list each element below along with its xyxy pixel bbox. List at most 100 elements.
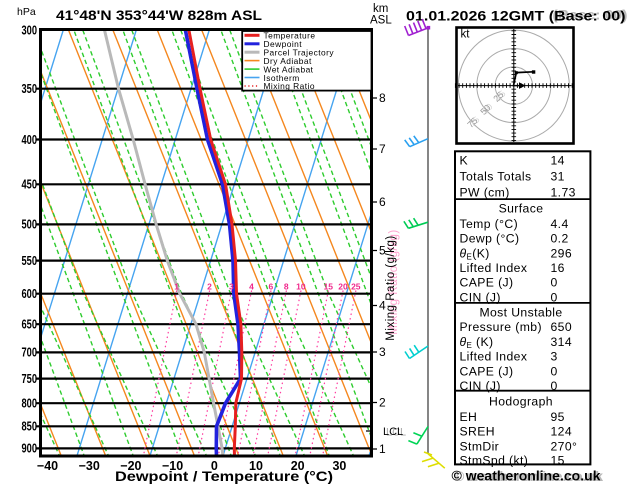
svg-text:15: 15: [324, 282, 334, 292]
svg-text:Mixing Ratio: Mixing Ratio: [264, 81, 315, 91]
svg-text:41°48'N 353°44'W 828m ASL: 41°48'N 353°44'W 828m ASL: [56, 7, 262, 23]
svg-text:3: 3: [379, 345, 386, 359]
svg-text:0.2: 0.2: [551, 232, 569, 246]
svg-text:5: 5: [379, 244, 386, 258]
svg-text:LCL: LCL: [383, 426, 403, 438]
svg-text:30: 30: [332, 459, 346, 473]
svg-text:20: 20: [338, 282, 348, 292]
svg-text:50: 50: [480, 102, 494, 116]
svg-text:θE (K): θE (K): [460, 335, 494, 350]
svg-text:Lifted Index: Lifted Index: [460, 350, 528, 364]
svg-text:6: 6: [269, 282, 274, 292]
svg-text:K: K: [460, 154, 469, 168]
svg-text:Totals Totals: Totals Totals: [460, 170, 532, 184]
svg-text:Wet Adiabat: Wet Adiabat: [264, 64, 314, 74]
svg-text:800: 800: [22, 397, 38, 411]
svg-text:750: 750: [22, 372, 38, 386]
svg-text:3: 3: [229, 282, 234, 292]
svg-text:Pressure (mb): Pressure (mb): [460, 320, 542, 334]
svg-text:350: 350: [22, 82, 38, 96]
svg-text:0: 0: [551, 364, 558, 378]
svg-text:650: 650: [22, 318, 38, 332]
svg-text:Most Unstable: Most Unstable: [479, 305, 562, 319]
svg-text:LCL: LCL: [386, 427, 406, 439]
svg-text:20: 20: [291, 459, 305, 473]
svg-text:Temp (°C): Temp (°C): [460, 217, 519, 231]
svg-text:PW (cm): PW (cm): [460, 185, 510, 199]
svg-text:Hodograph: Hodograph: [489, 395, 553, 409]
svg-text:4: 4: [379, 299, 386, 313]
svg-text:300: 300: [22, 23, 38, 37]
svg-text:Dewp (°C): Dewp (°C): [460, 232, 520, 246]
svg-text:75: 75: [467, 115, 481, 129]
svg-text:Dewpoint / Temperature (°C): Dewpoint / Temperature (°C): [115, 469, 333, 484]
svg-text:25: 25: [493, 89, 507, 103]
svg-text:500: 500: [22, 218, 38, 232]
svg-text:1: 1: [379, 442, 386, 456]
svg-text:StmDir: StmDir: [460, 439, 500, 453]
svg-text:CAPE (J): CAPE (J): [460, 276, 514, 290]
svg-text:16: 16: [551, 261, 565, 275]
svg-text:6: 6: [379, 195, 386, 209]
svg-text:8: 8: [379, 91, 386, 105]
svg-text:−10: −10: [162, 459, 183, 473]
svg-text:2: 2: [379, 396, 386, 410]
svg-text:−40: −40: [37, 459, 58, 473]
svg-text:0: 0: [551, 379, 558, 393]
svg-text:4: 4: [249, 282, 254, 292]
svg-text:600: 600: [22, 287, 38, 301]
svg-text:1: 1: [174, 282, 179, 292]
svg-text:31: 31: [551, 170, 565, 184]
svg-text:−30: −30: [79, 459, 100, 473]
svg-text:(Base: 00): (Base: 00): [553, 6, 628, 22]
svg-text:Lifted Index: Lifted Index: [460, 261, 528, 275]
svg-text:0: 0: [551, 290, 558, 304]
svg-text:15: 15: [551, 454, 565, 468]
svg-text:Mixing Ratio (g/kg): Mixing Ratio (g/kg): [385, 235, 397, 340]
svg-text:Isotherm: Isotherm: [264, 73, 300, 83]
svg-text:km: km: [373, 3, 388, 15]
svg-text:Parcel Trajectory: Parcel Trajectory: [264, 47, 335, 57]
svg-text:© weatheronline.co.uk: © weatheronline.co.uk: [454, 469, 604, 484]
svg-text:SREH: SREH: [460, 425, 495, 439]
svg-text:CAPE (J): CAPE (J): [460, 364, 514, 378]
svg-text:StmSpd (kt): StmSpd (kt): [460, 454, 529, 468]
svg-text:7: 7: [379, 142, 386, 156]
svg-text:ASL: ASL: [370, 15, 392, 27]
svg-text:270°: 270°: [551, 439, 578, 453]
svg-text:−20: −20: [120, 459, 141, 473]
svg-text:296: 296: [551, 246, 573, 260]
svg-text:14: 14: [551, 154, 565, 168]
svg-text:550: 550: [22, 254, 38, 268]
svg-text:0: 0: [211, 459, 218, 473]
svg-text:Surface: Surface: [499, 202, 544, 216]
svg-text:hPa: hPa: [17, 6, 36, 18]
svg-text:900: 900: [22, 442, 38, 456]
svg-text:01.01.2026 12GMT (Base: 00): 01.01.2026 12GMT (Base: 00): [406, 7, 626, 23]
svg-text:95: 95: [551, 410, 565, 424]
svg-text:124: 124: [551, 425, 573, 439]
svg-text:© weatheronline.co.uk: © weatheronline.co.uk: [452, 469, 602, 484]
svg-text:1.73: 1.73: [551, 185, 576, 199]
svg-text:CIN (J): CIN (J): [460, 379, 501, 393]
svg-text:50: 50: [478, 103, 492, 117]
svg-text:75: 75: [465, 116, 479, 130]
svg-text:10: 10: [296, 282, 306, 292]
svg-text:314: 314: [551, 335, 573, 349]
svg-text:Dewpoint: Dewpoint: [264, 39, 303, 49]
svg-text:Temperature: Temperature: [264, 31, 316, 41]
svg-text:CIN (J): CIN (J): [460, 290, 501, 304]
svg-text:0: 0: [551, 276, 558, 290]
svg-text:25: 25: [491, 90, 505, 104]
svg-text:25: 25: [351, 282, 361, 292]
svg-text:850: 850: [22, 420, 38, 434]
svg-text:4.4: 4.4: [551, 217, 569, 231]
svg-text:400: 400: [22, 133, 38, 147]
svg-text:Mixing Ratio (g/kg): Mixing Ratio (g/kg): [388, 229, 400, 334]
svg-text:3: 3: [551, 350, 558, 364]
svg-text:700: 700: [22, 346, 38, 360]
svg-text:Dry Adiabat: Dry Adiabat: [264, 56, 312, 66]
svg-text:EH: EH: [460, 410, 478, 424]
svg-text:450: 450: [22, 178, 38, 192]
svg-text:8: 8: [284, 282, 289, 292]
